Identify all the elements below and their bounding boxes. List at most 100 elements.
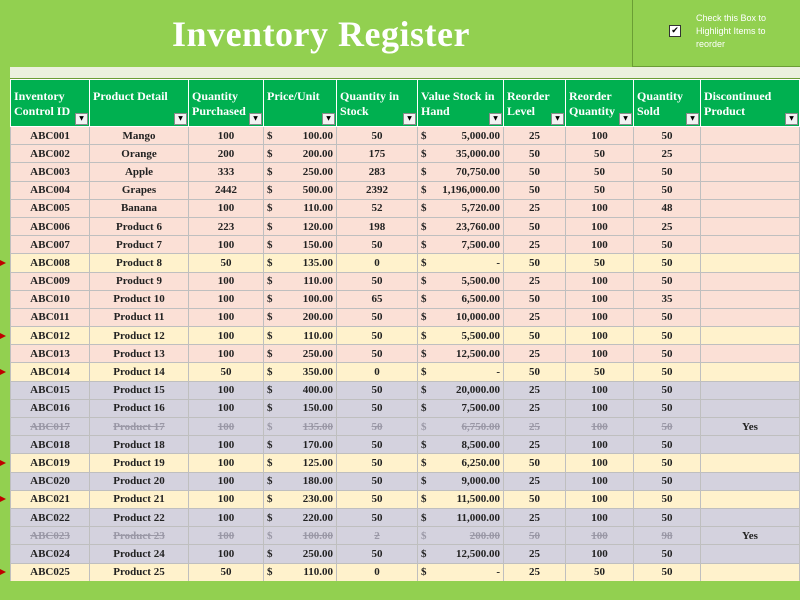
cell-discontinued[interactable] — [700, 307, 800, 328]
cell-reorder-qty[interactable]: 100 — [565, 435, 634, 455]
cell-in-stock[interactable]: 2392 — [336, 180, 418, 200]
cell-purchased[interactable]: 100 — [188, 271, 264, 291]
cell-id[interactable]: ABC019 — [10, 453, 90, 473]
cell-product[interactable]: Mango — [89, 125, 189, 146]
cell-price[interactable]: $135.00 — [263, 416, 337, 437]
cell-discontinued[interactable] — [700, 235, 800, 255]
cell-purchased[interactable]: 223 — [188, 216, 264, 237]
cell-value[interactable]: $5,720.00 — [417, 198, 504, 218]
cell-price[interactable]: $150.00 — [263, 235, 337, 255]
cell-id[interactable]: ABC013 — [10, 344, 90, 364]
cell-value[interactable]: $200.00 — [417, 526, 504, 546]
cell-purchased[interactable]: 100 — [188, 344, 264, 364]
cell-reorder-qty[interactable]: 100 — [565, 398, 634, 419]
cell-reorder-level[interactable]: 25 — [503, 307, 566, 328]
filter-dropdown-icon[interactable]: ▼ — [403, 113, 416, 125]
cell-reorder-level[interactable]: 50 — [503, 526, 566, 546]
cell-id[interactable]: ABC009 — [10, 271, 90, 291]
cell-id[interactable]: ABC006 — [10, 216, 90, 237]
cell-in-stock[interactable]: 2 — [336, 526, 418, 546]
cell-id[interactable]: ABC017 — [10, 416, 90, 437]
cell-in-stock[interactable]: 50 — [336, 471, 418, 491]
cell-purchased[interactable]: 333 — [188, 162, 264, 182]
cell-sold[interactable]: 50 — [633, 562, 701, 582]
cell-reorder-qty[interactable]: 100 — [565, 453, 634, 473]
cell-value[interactable]: $1,196,000.00 — [417, 180, 504, 200]
cell-sold[interactable]: 50 — [633, 416, 701, 437]
cell-in-stock[interactable]: 50 — [336, 544, 418, 564]
cell-id[interactable]: ABC024 — [10, 544, 90, 564]
cell-reorder-qty[interactable]: 50 — [565, 162, 634, 182]
cell-id[interactable]: ABC022 — [10, 507, 90, 528]
cell-id[interactable]: ABC021 — [10, 489, 90, 509]
cell-purchased[interactable]: 100 — [188, 380, 264, 400]
cell-reorder-qty[interactable]: 100 — [565, 416, 634, 437]
cell-reorder-level[interactable]: 25 — [503, 398, 566, 419]
cell-product[interactable]: Product 13 — [89, 344, 189, 364]
cell-sold[interactable]: 50 — [633, 326, 701, 346]
cell-sold[interactable]: 98 — [633, 526, 701, 546]
filter-dropdown-icon[interactable]: ▼ — [249, 113, 262, 125]
cell-sold[interactable]: 50 — [633, 271, 701, 291]
cell-sold[interactable]: 50 — [633, 307, 701, 328]
cell-in-stock[interactable]: 50 — [336, 271, 418, 291]
cell-price[interactable]: $250.00 — [263, 344, 337, 364]
cell-reorder-level[interactable]: 50 — [503, 162, 566, 182]
cell-price[interactable]: $100.00 — [263, 526, 337, 546]
cell-id[interactable]: ABC015 — [10, 380, 90, 400]
cell-sold[interactable]: 35 — [633, 289, 701, 309]
cell-id[interactable]: ABC002 — [10, 144, 90, 164]
cell-purchased[interactable]: 100 — [188, 544, 264, 564]
cell-sold[interactable]: 50 — [633, 162, 701, 182]
cell-value[interactable]: $10,000.00 — [417, 307, 504, 328]
cell-purchased[interactable]: 100 — [188, 435, 264, 455]
cell-discontinued[interactable] — [700, 216, 800, 237]
cell-sold[interactable]: 50 — [633, 489, 701, 509]
filter-dropdown-icon[interactable]: ▼ — [75, 113, 88, 125]
cell-in-stock[interactable]: 52 — [336, 198, 418, 218]
cell-purchased[interactable]: 100 — [188, 289, 264, 309]
cell-id[interactable]: ABC005 — [10, 198, 90, 218]
cell-reorder-level[interactable]: 50 — [503, 453, 566, 473]
cell-reorder-level[interactable]: 25 — [503, 435, 566, 455]
cell-product[interactable]: Product 9 — [89, 271, 189, 291]
cell-discontinued[interactable] — [700, 180, 800, 200]
cell-purchased[interactable]: 50 — [188, 253, 264, 273]
cell-id[interactable]: ABC020 — [10, 471, 90, 491]
cell-reorder-qty[interactable]: 100 — [565, 489, 634, 509]
cell-product[interactable]: Product 16 — [89, 398, 189, 419]
cell-in-stock[interactable]: 0 — [336, 253, 418, 273]
cell-price[interactable]: $350.00 — [263, 362, 337, 382]
cell-product[interactable]: Grapes — [89, 180, 189, 200]
cell-reorder-qty[interactable]: 50 — [565, 562, 634, 582]
cell-price[interactable]: $200.00 — [263, 144, 337, 164]
cell-reorder-qty[interactable]: 100 — [565, 507, 634, 528]
cell-in-stock[interactable]: 198 — [336, 216, 418, 237]
cell-discontinued[interactable] — [700, 435, 800, 455]
cell-discontinued[interactable] — [700, 198, 800, 218]
filter-dropdown-icon[interactable]: ▼ — [686, 113, 699, 125]
cell-sold[interactable]: 50 — [633, 471, 701, 491]
cell-purchased[interactable]: 100 — [188, 471, 264, 491]
cell-in-stock[interactable]: 0 — [336, 362, 418, 382]
cell-reorder-qty[interactable]: 50 — [565, 144, 634, 164]
cell-in-stock[interactable]: 175 — [336, 144, 418, 164]
cell-id[interactable]: ABC018 — [10, 435, 90, 455]
cell-price[interactable]: $120.00 — [263, 216, 337, 237]
cell-sold[interactable]: 50 — [633, 253, 701, 273]
filter-dropdown-icon[interactable]: ▼ — [619, 113, 632, 125]
cell-product[interactable]: Apple — [89, 162, 189, 182]
cell-product[interactable]: Product 15 — [89, 380, 189, 400]
cell-reorder-qty[interactable]: 100 — [565, 216, 634, 237]
cell-id[interactable]: ABC025 — [10, 562, 90, 582]
filter-dropdown-icon[interactable]: ▼ — [489, 113, 502, 125]
cell-id[interactable]: ABC004 — [10, 180, 90, 200]
cell-value[interactable]: $12,500.00 — [417, 544, 504, 564]
cell-purchased[interactable]: 100 — [188, 453, 264, 473]
cell-sold[interactable]: 50 — [633, 398, 701, 419]
cell-discontinued[interactable]: Yes — [700, 416, 800, 437]
filter-dropdown-icon[interactable]: ▼ — [551, 113, 564, 125]
cell-discontinued[interactable] — [700, 162, 800, 182]
cell-product[interactable]: Product 25 — [89, 562, 189, 582]
cell-price[interactable]: $135.00 — [263, 253, 337, 273]
